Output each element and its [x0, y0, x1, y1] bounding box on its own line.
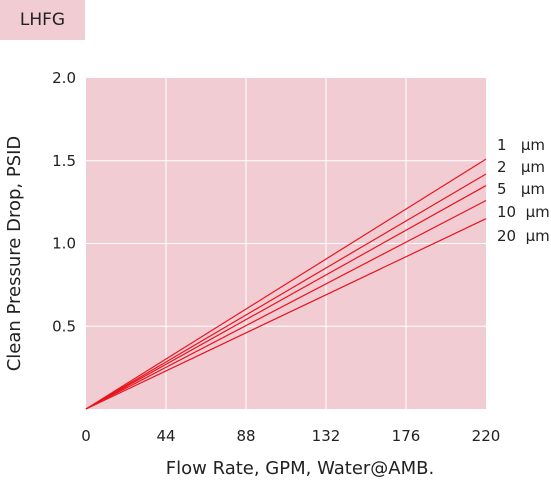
series-label: 2 µm	[497, 158, 545, 176]
x-tick-label: 176	[392, 427, 421, 445]
series-lines	[85, 158, 487, 410]
x-tick-labels: 0 44 88 132 176 220	[81, 427, 500, 445]
series-label: 1 µm	[497, 136, 545, 154]
x-tick-label: 0	[81, 427, 91, 445]
x-tick-label: 88	[236, 427, 255, 445]
y-tick-label: 1.5	[52, 152, 76, 170]
y-tick-labels: 0.5 1.0 1.5 2.0	[52, 69, 76, 335]
chart-tag: LHFG	[0, 0, 85, 40]
series-line	[85, 185, 487, 410]
series-line	[85, 173, 487, 410]
series-label: 10 µm	[497, 203, 550, 221]
series-line	[85, 199, 487, 410]
x-tick-label: 44	[156, 427, 175, 445]
series-label: 5 µm	[497, 180, 545, 198]
x-axis-title: Flow Rate, GPM, Water@AMB.	[166, 458, 434, 479]
series-line	[85, 158, 487, 410]
series-label: 20 µm	[497, 227, 550, 245]
series-labels: 1 µm 2 µm 5 µm 10 µm 20 µm	[497, 136, 550, 245]
y-tick-label: 2.0	[52, 69, 76, 87]
series-line	[85, 218, 487, 410]
x-tick-label: 132	[312, 427, 341, 445]
y-tick-label: 1.0	[52, 235, 76, 253]
grid-lines	[86, 78, 486, 409]
y-axis-title: Clean Pressure Drop, PSID	[4, 136, 25, 372]
y-tick-label: 0.5	[52, 317, 76, 335]
x-tick-label: 220	[472, 427, 501, 445]
